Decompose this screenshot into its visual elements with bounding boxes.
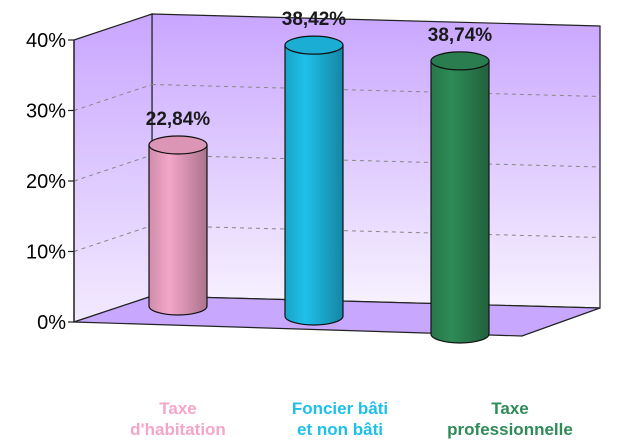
gridline-back: [151, 225, 601, 238]
y-tick-label: 10%: [26, 242, 66, 264]
bar-3: [430, 51, 490, 344]
x-category-line: Taxe: [491, 399, 529, 418]
gridline-side: [73, 84, 153, 111]
gridlines: [73, 84, 601, 252]
gridline-back: [151, 84, 601, 97]
x-category-label: Taxe d'habitation: [93, 398, 263, 440]
x-category-label: Taxe professionnelle: [425, 398, 595, 440]
bar-body: [148, 144, 208, 316]
data-labels: 22,84% 38,42% 38,74%: [146, 9, 493, 130]
bars: [148, 35, 490, 344]
x-category-label: Foncier bâti et non bâti: [255, 398, 425, 440]
y-axis: 0% 10% 20% 30% 40%: [26, 30, 75, 334]
y-tick-label: 40%: [26, 30, 66, 52]
x-category-line: Foncier bâti: [291, 399, 389, 418]
gridline-side: [73, 154, 153, 182]
bar-body: [430, 60, 490, 344]
gridline-back: [151, 154, 601, 168]
data-label: 38,74%: [428, 25, 493, 46]
x-category-line: professionnelle: [447, 420, 573, 439]
x-category-line: d'habitation: [130, 420, 226, 439]
bar-top: [284, 35, 344, 55]
y-tick-label: 0%: [37, 312, 66, 334]
bar-1: [148, 135, 208, 316]
x-category-line: et non bâti: [297, 420, 383, 439]
bar-top: [430, 51, 490, 71]
x-category-line: Taxe: [159, 399, 197, 418]
data-label: 22,84%: [146, 109, 211, 130]
bar-2: [284, 35, 344, 326]
bar-top: [148, 135, 208, 155]
data-label: 38,42%: [282, 9, 347, 30]
gridline-side: [73, 225, 153, 252]
bar-body: [284, 44, 344, 326]
y-tick-label: 30%: [26, 101, 66, 123]
y-tick-label: 20%: [26, 171, 66, 193]
